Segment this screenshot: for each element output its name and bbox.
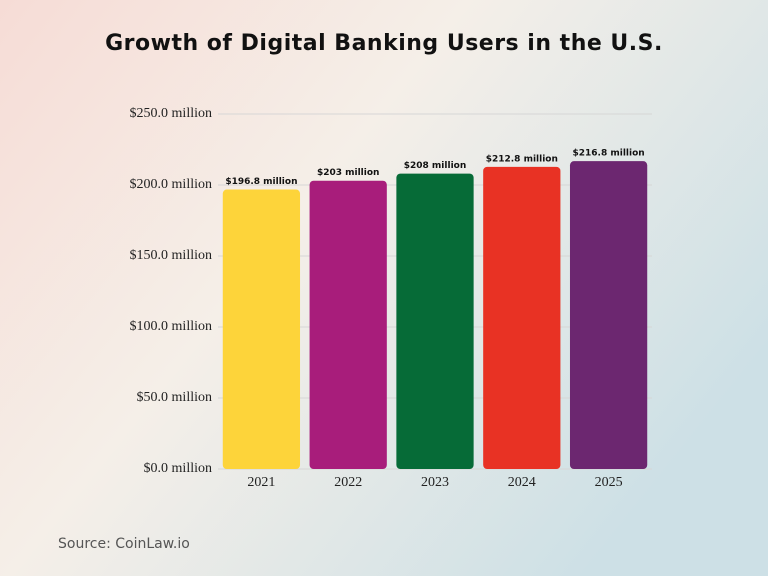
x-tick-label: 2023	[421, 475, 449, 490]
chart-title: Growth of Digital Banking Users in the U…	[105, 31, 663, 56]
bar	[396, 173, 474, 469]
x-tick-label: 2021	[247, 475, 275, 490]
y-tick-label: $150.0 million	[130, 248, 212, 263]
value-label: $196.8 million	[225, 177, 297, 187]
y-tick-label: $250.0 million	[130, 106, 212, 121]
x-tick-label: 2024	[508, 475, 536, 490]
value-label: $216.8 million	[573, 149, 645, 159]
bar	[309, 180, 387, 470]
bar	[222, 189, 301, 469]
value-label: $212.8 million	[486, 154, 558, 164]
y-tick-label: $200.0 million	[130, 177, 212, 192]
value-label: $203 million	[317, 168, 380, 178]
x-tick-label: 2025	[595, 475, 623, 490]
bar	[569, 161, 648, 470]
x-tick-label: 2022	[334, 475, 362, 490]
bar	[483, 166, 561, 469]
source: Source: CoinLaw.io	[58, 536, 190, 552]
y-tick-label: $50.0 million	[137, 390, 212, 405]
value-label: $208 million	[404, 161, 467, 171]
y-tick-label: $100.0 million	[130, 319, 212, 334]
y-tick-label: $0.0 million	[144, 461, 212, 476]
